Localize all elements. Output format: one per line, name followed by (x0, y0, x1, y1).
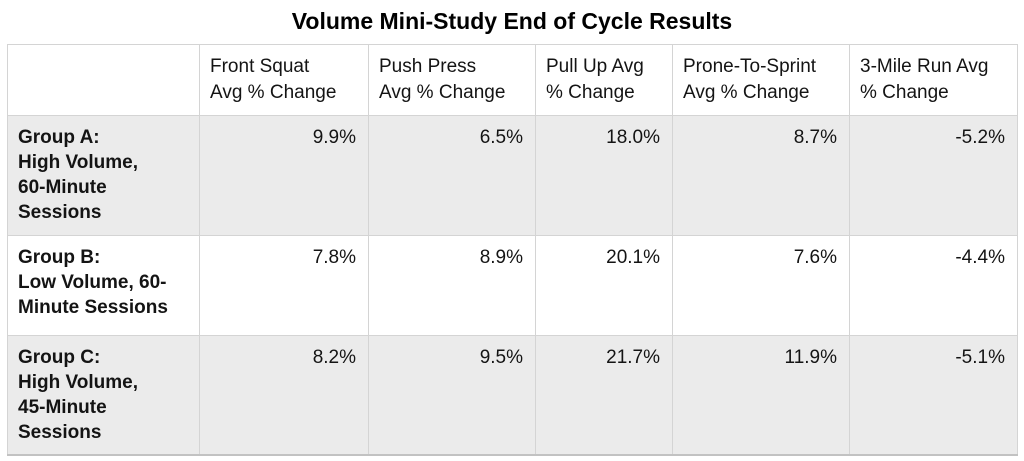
corner-cell (7, 44, 200, 116)
results-table: Front Squat Avg % Change Push Press Avg … (7, 44, 1018, 456)
cell-group-a-front-squat: 9.9% (199, 115, 369, 236)
cell-group-b-prone-to-sprint: 7.6% (672, 235, 850, 336)
cell-group-b-front-squat: 7.8% (199, 235, 369, 336)
header-row: Front Squat Avg % Change Push Press Avg … (7, 44, 1018, 116)
table-row-group-a: Group A: High Volume, 60-Minute Sessions… (7, 115, 1018, 236)
cell-group-a-pull-up: 18.0% (535, 115, 673, 236)
table-row-group-b: Group B: Low Volume, 60- Minute Sessions… (7, 235, 1018, 336)
col-header-push-press: Push Press Avg % Change (368, 44, 536, 116)
row-header-group-c: Group C: High Volume, 45-Minute Sessions (7, 335, 200, 456)
cell-group-c-3-mile-run: -5.1% (849, 335, 1018, 456)
cell-group-c-prone-to-sprint: 11.9% (672, 335, 850, 456)
col-header-3-mile-run: 3-Mile Run Avg % Change (849, 44, 1018, 116)
cell-group-c-push-press: 9.5% (368, 335, 536, 456)
cell-group-a-3-mile-run: -5.2% (849, 115, 1018, 236)
cell-group-c-front-squat: 8.2% (199, 335, 369, 456)
col-header-prone-to-sprint: Prone-To-Sprint Avg % Change (672, 44, 850, 116)
cell-group-b-pull-up: 20.1% (535, 235, 673, 336)
cell-group-c-pull-up: 21.7% (535, 335, 673, 456)
col-header-front-squat: Front Squat Avg % Change (199, 44, 369, 116)
cell-group-a-prone-to-sprint: 8.7% (672, 115, 850, 236)
col-header-pull-up: Pull Up Avg % Change (535, 44, 673, 116)
cell-group-b-3-mile-run: -4.4% (849, 235, 1018, 336)
table-row-group-c: Group C: High Volume, 45-Minute Sessions… (7, 335, 1018, 456)
cell-group-b-push-press: 8.9% (368, 235, 536, 336)
page-title: Volume Mini-Study End of Cycle Results (291, 8, 733, 34)
row-header-group-a: Group A: High Volume, 60-Minute Sessions (7, 115, 200, 236)
row-header-group-b: Group B: Low Volume, 60- Minute Sessions (7, 235, 200, 336)
cell-group-a-push-press: 6.5% (368, 115, 536, 236)
